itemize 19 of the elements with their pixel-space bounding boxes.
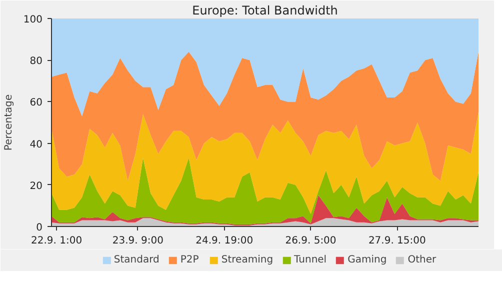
legend-label: Gaming — [348, 254, 387, 266]
x-tick-label: 24.9. 19:00 — [196, 236, 254, 246]
y-tick-label: 20 — [30, 180, 43, 192]
y-tick-label: 0 — [36, 222, 43, 234]
y-tick-label: 80 — [30, 56, 43, 68]
legend-label: Tunnel — [294, 254, 327, 266]
legend-label: Streaming — [221, 254, 274, 266]
legend-label: P2P — [180, 254, 200, 266]
y-axis-title: Percentage — [3, 94, 14, 151]
x-tick-label: 23.9. 9:00 — [112, 236, 164, 246]
x-tick-label: 22.9. 1:00 — [31, 236, 82, 246]
y-tick-label: 60 — [30, 98, 43, 109]
y-tick-label: 40 — [30, 139, 43, 150]
chart-title: Europe: Total Bandwidth — [192, 4, 338, 18]
y-tick-label: 100 — [23, 14, 43, 26]
x-tick-label: 27.9. 15:00 — [368, 236, 426, 246]
x-tick-label: 26.9. 5:00 — [285, 236, 336, 246]
legend-label: Standard — [114, 254, 160, 266]
legend-label: Other — [408, 254, 436, 266]
